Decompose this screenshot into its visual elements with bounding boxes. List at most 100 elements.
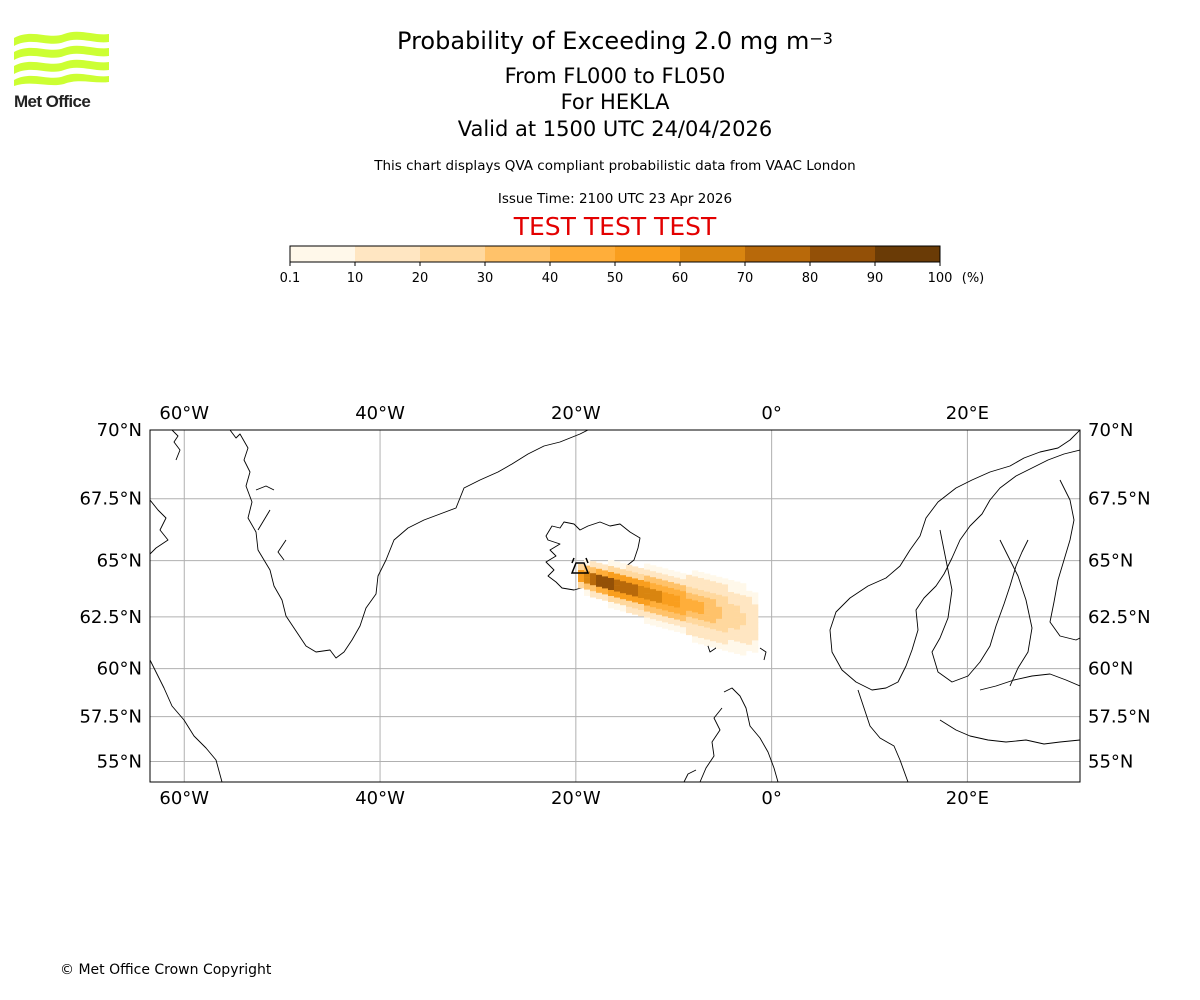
plume-cell [692,570,699,577]
plume-cell [692,624,699,631]
longitude-label: 20°W [551,403,601,424]
colorbar-cell [485,246,551,262]
colorbar-tick-label: 50 [607,271,624,286]
plume-cell [662,568,669,575]
plume-cell [740,649,747,656]
plume-cell [704,591,711,598]
plume-cell [662,610,669,617]
plume-cell [728,598,735,605]
plume-cell [602,564,609,571]
latitude-label: 60°N [1088,659,1133,680]
plume-cell [662,622,669,629]
plume-cell [656,572,663,580]
hekla-volcano-icon [570,557,590,574]
plume-cell [752,616,759,623]
longitude-label: 0° [761,788,781,809]
plume-cell [686,592,693,600]
plume-cell [722,644,729,651]
plume-cell [650,607,657,614]
plume-cell [650,613,657,620]
colorbar-cell [875,246,941,262]
plume-cell [662,580,669,587]
plume-cell [656,620,663,628]
plume-cell [740,595,747,602]
plume-cell [644,581,651,588]
met-office-logo-icon [14,31,109,86]
plume-cell [590,579,597,586]
plume-cell [626,588,633,596]
plume-cell [740,583,747,590]
plume-cell [704,615,711,622]
plume-cell [650,619,657,626]
copyright-text: © Met Office Crown Copyright [60,962,272,978]
plume-cell [668,618,675,625]
plume-cell [656,566,663,574]
plume-cell [608,572,615,579]
plume-cell [578,576,585,583]
plume-cell [584,577,591,584]
plume-cell [698,590,705,597]
plume-cell [620,587,627,594]
plume-cell [740,631,747,638]
plume-cell [746,590,753,598]
logo-text: Met Office [14,92,91,111]
plume-cell [698,608,705,615]
latitude-label: 70°N [97,420,142,441]
plume-cell [734,623,741,630]
plume-cell [728,604,735,611]
plume-cell [686,622,693,630]
plume-cell [644,605,651,612]
plume-cell [740,619,747,626]
plume-cell [752,610,759,617]
plume-cell [710,641,717,648]
plume-cell [692,576,699,583]
plume-cell [614,567,621,574]
plume-cell [668,576,675,583]
plume-cell [668,624,675,631]
plume-cell [716,606,723,614]
plume-cell [710,623,717,630]
plume-cell [704,603,711,610]
plume-cell [752,634,759,641]
plume-cell [704,609,711,616]
plume-cell [638,586,645,593]
plume-cell [680,603,687,610]
valid-time-subtitle: Valid at 1500 UTC 24/04/2026 [457,117,773,141]
plume-cell [656,578,663,586]
colorbar-tick-label: 70 [737,271,754,286]
colorbar-tick-label: 0.1 [280,271,301,286]
plume-cell [692,606,699,613]
plume-cell [632,572,639,579]
plume-cell [692,588,699,595]
plume-cell [716,618,723,626]
plume-cell [734,647,741,654]
colorbar-tick-label: 20 [412,271,429,286]
colorbar-tick-label: 60 [672,271,689,286]
issue-time: Issue Time: 2100 UTC 23 Apr 2026 [497,191,733,207]
plume-cell [692,636,699,643]
plume-cell [728,640,735,647]
ash-probability-map: 60°W 40°W 20°W 0° 20°E 60°W 40°W 20°W 0° 20°E 70… [79,403,1151,809]
chart-title-exponent: −3 [809,29,833,48]
latitude-label: 67.5°N [1088,489,1151,510]
plume-cell [692,600,699,607]
plume-cell [674,625,681,632]
plume-cell [710,629,717,636]
plume-cell [632,596,639,603]
plume-cell [668,570,675,577]
plume-cell [626,576,633,584]
plume-cell [608,584,615,591]
plume-cell [740,589,747,596]
plume-cell [722,608,729,615]
plume-cell [674,613,681,620]
plume-cell [692,594,699,601]
longitude-label: 40°W [355,788,405,809]
plume-cell [644,575,651,582]
plume-cell [632,602,639,609]
colorbar-cell [420,246,486,262]
plume-cell [608,590,615,597]
plume-cell [746,632,753,640]
plume-cell [620,575,627,582]
plume-cell [584,583,591,590]
plume-cell [674,607,681,614]
